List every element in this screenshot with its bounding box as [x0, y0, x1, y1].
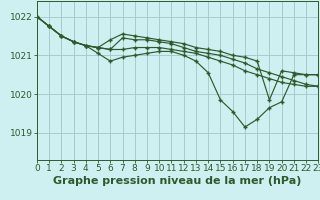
X-axis label: Graphe pression niveau de la mer (hPa): Graphe pression niveau de la mer (hPa)	[53, 176, 302, 186]
